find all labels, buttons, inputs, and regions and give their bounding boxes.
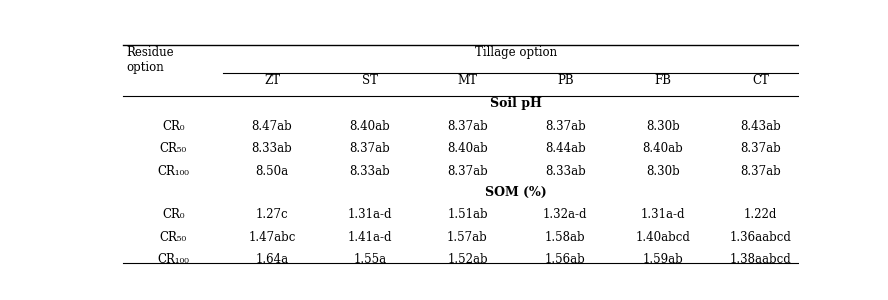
- Text: 1.64a: 1.64a: [256, 254, 289, 266]
- Text: CR₀: CR₀: [162, 208, 185, 221]
- Text: 1.59ab: 1.59ab: [643, 254, 683, 266]
- Text: 8.40ab: 8.40ab: [448, 142, 488, 155]
- Text: 1.27c: 1.27c: [256, 208, 289, 221]
- Text: 1.31a-d: 1.31a-d: [347, 208, 392, 221]
- Text: 8.37ab: 8.37ab: [448, 165, 488, 178]
- Text: Tillage option: Tillage option: [475, 46, 558, 59]
- Text: 8.50a: 8.50a: [256, 165, 289, 178]
- Text: 1.58ab: 1.58ab: [545, 231, 585, 244]
- Text: 1.55a: 1.55a: [353, 254, 386, 266]
- Text: 1.32a-d: 1.32a-d: [543, 208, 588, 221]
- Text: 1.56ab: 1.56ab: [545, 254, 585, 266]
- Text: 8.47ab: 8.47ab: [251, 120, 292, 133]
- Text: 8.40ab: 8.40ab: [349, 120, 390, 133]
- Text: PB: PB: [557, 74, 574, 87]
- Text: CR₁₀₀: CR₁₀₀: [157, 165, 189, 178]
- Text: 8.30b: 8.30b: [646, 120, 680, 133]
- Text: 8.33ab: 8.33ab: [545, 165, 585, 178]
- Text: 1.47abc: 1.47abc: [249, 231, 296, 244]
- Text: 8.37ab: 8.37ab: [741, 142, 781, 155]
- Text: 8.33ab: 8.33ab: [251, 142, 292, 155]
- Text: 8.43ab: 8.43ab: [741, 120, 781, 133]
- Text: CT: CT: [752, 74, 769, 87]
- Text: CR₅₀: CR₅₀: [160, 142, 186, 155]
- Text: 1.57ab: 1.57ab: [448, 231, 488, 244]
- Text: 1.31a-d: 1.31a-d: [640, 208, 686, 221]
- Text: 1.38aabcd: 1.38aabcd: [730, 254, 791, 266]
- Text: MT: MT: [457, 74, 478, 87]
- Text: 8.37ab: 8.37ab: [349, 142, 390, 155]
- Text: 1.52ab: 1.52ab: [448, 254, 488, 266]
- Text: 8.30b: 8.30b: [646, 165, 680, 178]
- Text: 1.36aabcd: 1.36aabcd: [730, 231, 791, 244]
- Text: 8.37ab: 8.37ab: [545, 120, 585, 133]
- Text: 8.37ab: 8.37ab: [448, 120, 488, 133]
- Text: Soil pH: Soil pH: [490, 97, 543, 110]
- Text: ZT: ZT: [264, 74, 280, 87]
- Text: Residue
option: Residue option: [127, 46, 174, 74]
- Text: 1.41a-d: 1.41a-d: [347, 231, 392, 244]
- Text: 1.40abcd: 1.40abcd: [636, 231, 690, 244]
- Text: FB: FB: [654, 74, 671, 87]
- Text: CR₀: CR₀: [162, 120, 185, 133]
- Text: 1.22d: 1.22d: [744, 208, 777, 221]
- Text: 8.37ab: 8.37ab: [741, 165, 781, 178]
- Text: 8.40ab: 8.40ab: [643, 142, 683, 155]
- Text: 8.44ab: 8.44ab: [545, 142, 585, 155]
- Text: 1.51ab: 1.51ab: [448, 208, 488, 221]
- Text: CR₁₀₀: CR₁₀₀: [157, 254, 189, 266]
- Text: SOM (%): SOM (%): [486, 185, 547, 199]
- Text: CR₅₀: CR₅₀: [160, 231, 186, 244]
- Text: ST: ST: [361, 74, 377, 87]
- Text: 8.33ab: 8.33ab: [349, 165, 390, 178]
